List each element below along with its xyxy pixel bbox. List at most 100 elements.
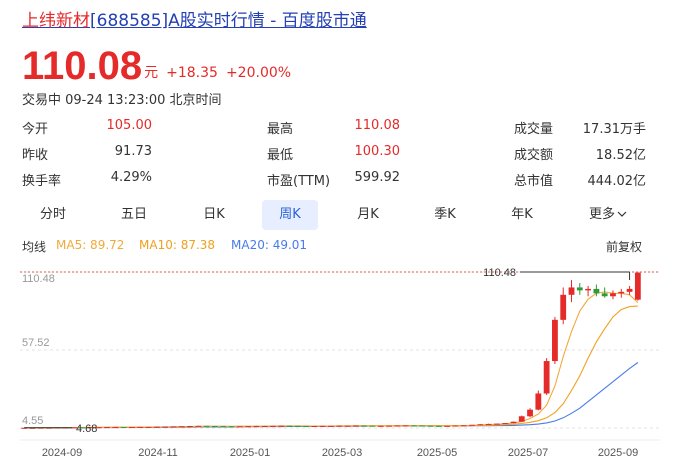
candle-body: [527, 409, 533, 417]
x-tick-label: 2024-09: [42, 447, 82, 459]
candle-body: [411, 425, 417, 427]
candle-body: [601, 293, 608, 297]
candle-body: [510, 421, 517, 424]
stat-label-pe: 市盈(TTM): [267, 174, 331, 189]
ma5-value: MA5: 89.72: [56, 238, 125, 252]
stock-name: 上纬新材: [22, 11, 90, 31]
current-price: 110.08: [22, 44, 143, 88]
candle-body: [610, 293, 616, 297]
price-change: +18.35: [166, 65, 218, 81]
candle-body: [452, 425, 459, 427]
tab-more-label: 更多: [588, 207, 615, 222]
candle-body: [104, 427, 110, 429]
chevron-down-icon: [617, 211, 627, 217]
candle-body: [278, 425, 285, 427]
stat-value-pe: 599.92: [354, 170, 401, 185]
candle-body: [253, 426, 260, 428]
candle-body: [352, 425, 359, 427]
candle-body: [460, 425, 467, 427]
candle-body: [543, 361, 550, 394]
candle-body: [618, 291, 625, 294]
x-tick-label: 2025-03: [322, 447, 362, 459]
candle-body: [328, 425, 334, 427]
price-change-pct: +20.00%: [225, 65, 292, 81]
stat-label-market-cap: 总市值: [514, 174, 554, 189]
candle-body: [344, 425, 351, 427]
ma5-line: [24, 291, 639, 429]
candle-body: [112, 427, 119, 429]
stat-label-turnover-rate: 换手率: [22, 174, 62, 189]
candle-body: [502, 423, 509, 425]
candle-body: [270, 425, 276, 427]
candle-body: [336, 425, 343, 427]
candle-body: [568, 287, 575, 295]
indicator-row: 均线 MA5: 89.72 MA10: 87.38 MA20: 49.01 前复…: [22, 238, 648, 256]
candle-body: [435, 425, 442, 427]
candle-body: [319, 425, 326, 427]
stat-value-market-cap: 444.02亿: [587, 174, 647, 189]
stat-label-open: 今开: [22, 122, 49, 137]
candle-body: [444, 425, 451, 427]
stat-label-low: 最低: [267, 148, 294, 163]
candle-body: [394, 425, 401, 427]
stat-value-high: 110.08: [354, 118, 401, 133]
adjust-toggle[interactable]: 前复权: [606, 240, 643, 254]
candle-body: [178, 426, 185, 428]
candle-body: [303, 426, 310, 428]
tab-yearly-k[interactable]: 年K: [511, 207, 533, 222]
stats-row: 换手率 4.29% 市盈(TTM) 599.92 总市值 444.02亿: [22, 170, 648, 196]
candle-body: [593, 288, 600, 294]
stat-value-turnover: 18.52亿: [595, 148, 646, 163]
stat-value-prev-close: 91.73: [114, 144, 152, 159]
y-tick-label: 110.48: [22, 273, 55, 285]
candle-body: [87, 427, 94, 429]
kline-chart[interactable]: 110.48 57.52 4.55 2024-09 2024-11 2025-01 2025…: [0, 260, 700, 461]
period-tabs: 分时 五日 日K 周K 月K 季K 年K 更多: [22, 200, 652, 230]
candle-body: [162, 426, 169, 428]
tab-weekly-k[interactable]: 周K: [262, 200, 318, 230]
candle-body: [626, 288, 633, 292]
candle-body: [634, 272, 641, 300]
candle-body: [228, 426, 235, 428]
price-row: 110.08 元 +18.35 +20.00%: [22, 42, 291, 86]
tab-quarterly-k[interactable]: 季K: [434, 207, 456, 222]
tab-intraday[interactable]: 分时: [39, 207, 66, 222]
stat-value-low: 100.30: [354, 144, 401, 159]
candle-body: [95, 427, 102, 429]
tab-monthly-k[interactable]: 月K: [357, 207, 379, 222]
tab-daily-k[interactable]: 日K: [203, 207, 225, 222]
candle-body: [195, 425, 202, 427]
stat-value-turnover-rate: 4.29%: [110, 170, 152, 185]
candle-body: [203, 425, 210, 427]
x-tick-label: 2024-11: [138, 447, 178, 459]
candle-body: [170, 426, 177, 428]
candle-body: [469, 424, 475, 426]
candle-body: [560, 294, 567, 320]
page-title-link[interactable]: 上纬新材[688585]A股实时行情 - 百度股市通: [22, 6, 367, 31]
stats-row: 今开 105.00 最高 110.08 成交量 17.31万手: [22, 118, 648, 144]
candle-body: [419, 425, 426, 427]
max-price-label: 110.48: [483, 267, 516, 279]
candle-body: [552, 319, 558, 362]
stat-label-high: 最高: [267, 122, 294, 137]
candle-body: [137, 426, 144, 428]
candle-body: [21, 427, 28, 429]
candle-body: [377, 425, 384, 427]
candle-body: [386, 425, 392, 427]
x-tick-label: 2025-09: [598, 447, 638, 459]
candle-body: [402, 425, 409, 427]
tab-five-day[interactable]: 五日: [120, 207, 147, 222]
min-price-label: 4.68: [76, 423, 97, 435]
candle-body: [585, 288, 591, 291]
candle-body: [477, 424, 484, 426]
stat-label-turnover: 成交额: [514, 148, 554, 163]
candle-body: [71, 427, 77, 429]
candle-body: [236, 426, 243, 428]
y-tick-label: 57.52: [22, 337, 50, 349]
stat-value-volume: 17.31万手: [582, 122, 646, 137]
candle-body: [120, 427, 127, 429]
candle-body: [261, 426, 268, 428]
tab-more[interactable]: 更多: [578, 200, 638, 230]
candle-body: [311, 426, 318, 428]
candle-body: [485, 423, 492, 425]
